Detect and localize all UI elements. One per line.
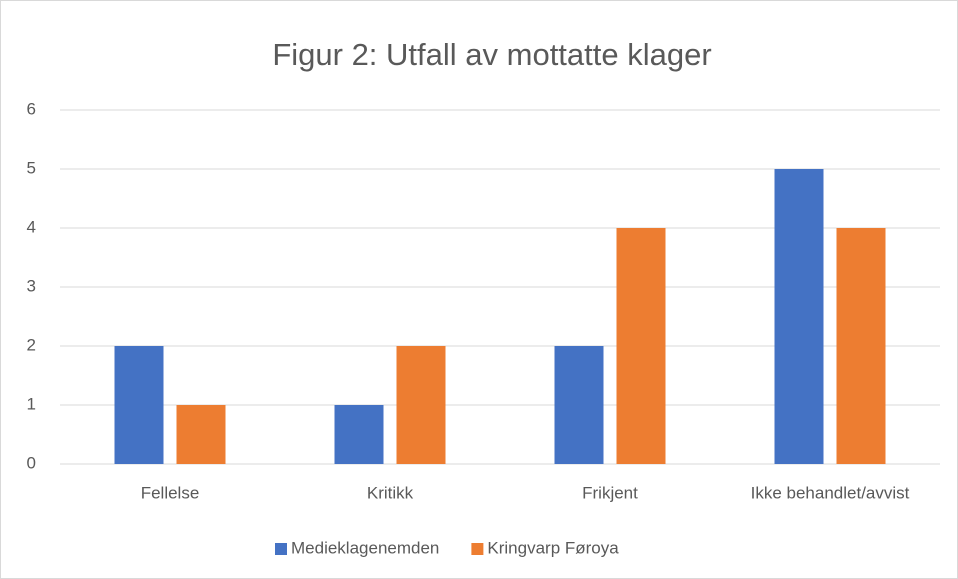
bar (554, 346, 604, 464)
y-tick-label: 6 (27, 99, 36, 118)
bar (836, 228, 886, 464)
bar (176, 405, 226, 464)
y-tick-label: 2 (27, 335, 36, 354)
bar (616, 228, 666, 464)
y-tick-label: 4 (27, 217, 36, 236)
x-tick-label: Ikke behandlet/avvist (751, 483, 910, 502)
chart-title: Figur 2: Utfall av mottatte klager (272, 37, 711, 72)
legend-label: Kringvarp Føroya (487, 538, 619, 557)
y-tick-label: 5 (27, 158, 36, 177)
x-tick-label: Fellelse (141, 483, 200, 502)
legend-swatch (275, 543, 287, 555)
bar (774, 169, 824, 464)
y-tick-label: 1 (27, 394, 36, 413)
legend-swatch (471, 543, 484, 555)
bar (114, 346, 164, 464)
y-tick-label: 0 (27, 453, 36, 472)
x-tick-label: Kritikk (367, 483, 414, 502)
bar (396, 346, 446, 464)
x-tick-label: Frikjent (582, 483, 638, 502)
legend-label: Medieklagenemden (291, 538, 439, 557)
bar (334, 405, 384, 464)
y-tick-label: 3 (27, 276, 36, 295)
